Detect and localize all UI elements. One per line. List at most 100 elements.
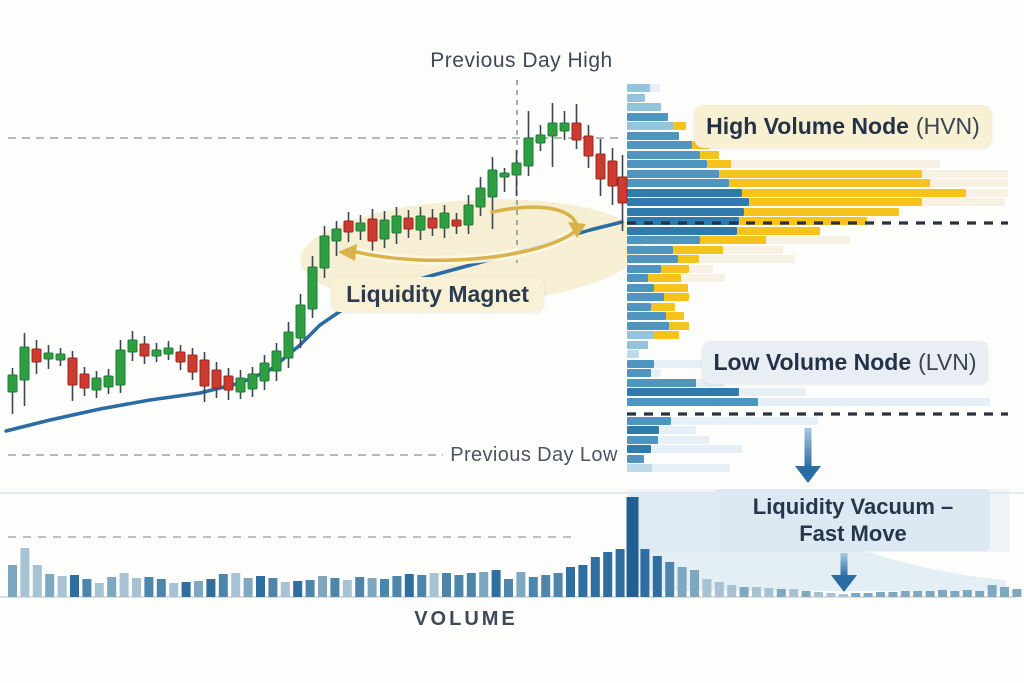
hvn-title: High Volume Node (706, 113, 909, 139)
volume-bar (169, 583, 179, 597)
volume-bar (367, 578, 377, 597)
candle-bullish (259, 362, 270, 382)
profile-row-blue (627, 464, 652, 472)
profile-row-blue (627, 236, 700, 244)
candle-bearish (583, 135, 594, 157)
profile-row-blue (627, 312, 666, 320)
volume-bar (851, 593, 861, 597)
volume-bar (987, 585, 997, 597)
profile-row-blue (627, 160, 707, 168)
profile-row-blue (627, 293, 664, 301)
candle-bullish (319, 235, 330, 269)
candle-bullish (475, 187, 486, 208)
volume-bar (776, 589, 786, 597)
profile-row-blue (627, 179, 729, 187)
candle-bullish (307, 266, 318, 310)
profile-row-yellow (673, 122, 686, 130)
volume-bar (70, 575, 79, 597)
volume-bar (677, 567, 687, 597)
volume-text: VOLUME (414, 607, 518, 630)
candle-bullish (19, 346, 30, 381)
profile-row-ghost (652, 464, 730, 472)
profile-row-yellow (737, 227, 820, 235)
volume-bar (45, 574, 55, 597)
volume-bar (20, 548, 30, 597)
liquidity-vacuum-label: Liquidity Vacuum – Fast Move (716, 489, 990, 551)
profile-row-blue (627, 170, 719, 178)
profile-row-blue (627, 151, 700, 159)
profile-row-blue (627, 141, 692, 149)
volume-bar (925, 591, 935, 597)
candle-bearish (199, 359, 210, 387)
profile-row-yellow (666, 312, 684, 320)
candle-bullish (283, 331, 294, 359)
profile-row-ghost (731, 160, 940, 168)
vacuum-line2: Fast Move (799, 521, 907, 546)
magnet-arrowhead-right (568, 222, 586, 238)
magnet-arc-bottom (350, 230, 576, 262)
candle-bullish (7, 374, 18, 393)
volume-bar (727, 585, 737, 597)
volume-bar (913, 591, 923, 597)
profile-row-blue (627, 227, 737, 235)
profile-row-ghost (651, 445, 742, 453)
previous-day-high-label: Previous Day High (424, 48, 619, 74)
candle-bearish (67, 357, 78, 386)
volume-bar (144, 577, 154, 597)
candle-bullish (463, 204, 474, 226)
candle-bullish (295, 304, 306, 339)
profile-row-blue (627, 189, 742, 197)
candle-bullish (559, 122, 570, 132)
volume-bar (57, 576, 67, 597)
profile-row-blue (627, 132, 679, 140)
candle-bullish (523, 137, 534, 167)
profile-row-blue (627, 217, 739, 225)
candle-bullish (103, 375, 114, 388)
volume-bar (578, 565, 588, 597)
low-volume-node-label: Low Volume Node (LVN) (702, 341, 988, 384)
volume-bar (417, 575, 427, 597)
volume-bar (541, 575, 551, 597)
liquidity-magnet-label: Liquidity Magnet (331, 277, 544, 312)
high-volume-node-label: High Volume Node (HVN) (694, 105, 992, 148)
volume-bar (1012, 589, 1022, 597)
volume-bar (938, 590, 947, 597)
volume-bar (590, 557, 600, 597)
volume-bar (280, 582, 290, 597)
profile-row-yellow (678, 255, 699, 263)
volume-bar (243, 578, 253, 597)
volume-bar (380, 579, 389, 597)
profile-row-blue (627, 398, 758, 406)
volume-bar (814, 592, 823, 597)
candle-bearish (595, 153, 606, 180)
profile-row-ghost (671, 417, 818, 425)
candle-bearish (343, 220, 354, 233)
candle-bullish (487, 169, 498, 198)
profile-row-blue (627, 198, 749, 206)
volume-bar (975, 591, 985, 597)
candle-bearish (139, 343, 150, 357)
volume-bar (702, 579, 712, 597)
candle-bearish (451, 219, 462, 227)
candle-bullish (511, 162, 522, 176)
volume-bar (950, 591, 960, 597)
profile-row-ghost (922, 170, 1008, 178)
profile-row-blue (627, 445, 651, 453)
profile-row-ghost (651, 369, 661, 377)
hvn-abbrev: (HVN) (915, 113, 980, 139)
candle-bullish (115, 349, 126, 386)
profile-row-blue (627, 379, 696, 387)
profile-row-blue (627, 255, 678, 263)
profile-row-yellow (669, 322, 689, 330)
candle-bullish (391, 215, 402, 234)
volume-spike-bar (626, 497, 639, 597)
arrow-down-to-vacuum-head (795, 466, 821, 483)
profile-row-blue (627, 284, 654, 292)
profile-row-yellow (700, 236, 766, 244)
profile-row-yellow (700, 151, 719, 159)
volume-bar (504, 579, 513, 597)
profile-row-blue (627, 246, 673, 254)
volume-bar (888, 592, 898, 597)
volume-bar (553, 573, 563, 597)
candle-bearish (187, 354, 198, 373)
